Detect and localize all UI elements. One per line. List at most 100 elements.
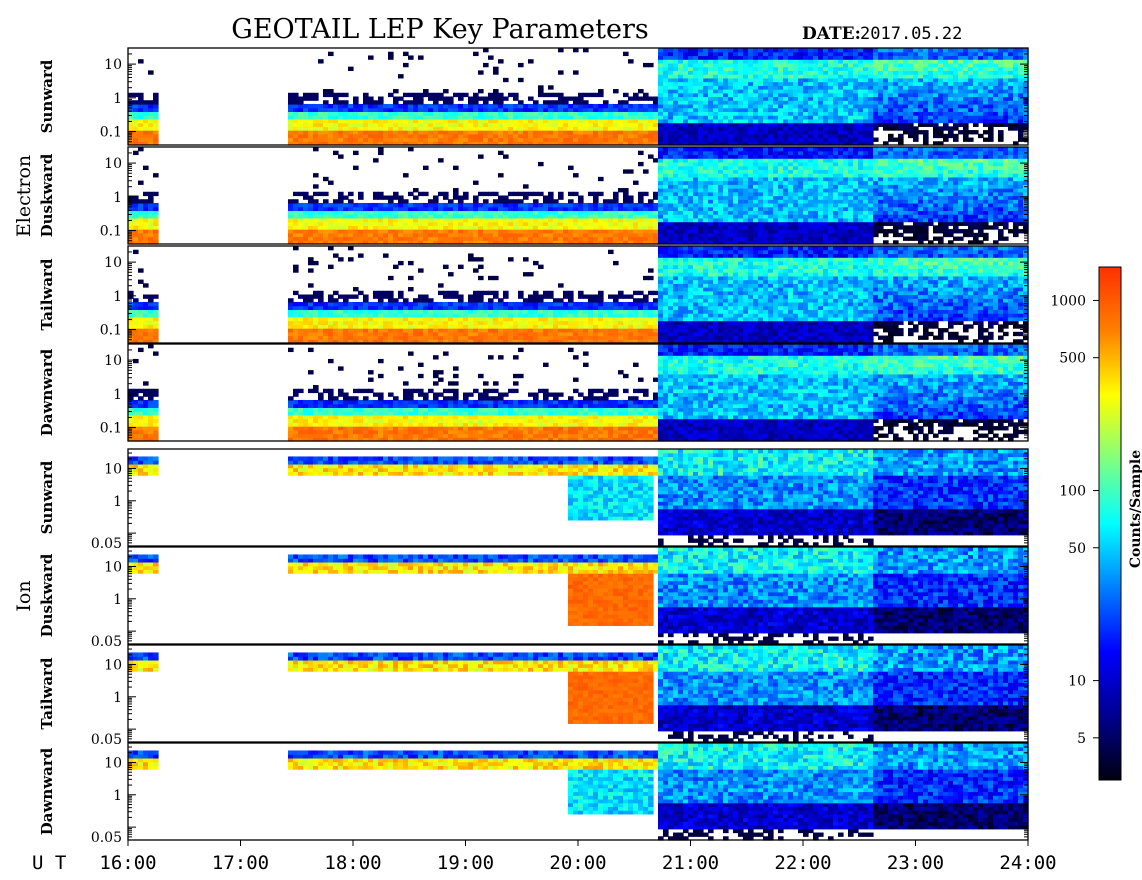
heatmap-cell <box>868 123 874 127</box>
heatmap-cell <box>333 237 339 241</box>
heatmap-cell <box>593 196 599 200</box>
heatmap-cell <box>988 134 994 138</box>
heatmap-cell <box>688 229 694 233</box>
heatmap-cell <box>503 126 509 130</box>
heatmap-cell <box>768 78 774 82</box>
heatmap-cell <box>813 126 819 130</box>
heatmap-cell <box>928 82 934 86</box>
heatmap-cell <box>733 89 739 93</box>
heatmap-cell <box>923 78 929 82</box>
heatmap-cell <box>903 130 909 134</box>
heatmap-cell <box>723 78 729 82</box>
heatmap-cell <box>628 237 634 241</box>
heatmap-cell <box>338 225 344 229</box>
heatmap-cell <box>763 104 769 108</box>
heatmap-cell <box>148 70 154 74</box>
heatmap-cell <box>683 78 689 82</box>
heatmap-cell <box>773 74 779 78</box>
heatmap-cell <box>708 188 714 192</box>
heatmap-cell <box>483 222 489 226</box>
heatmap-cell <box>478 214 484 218</box>
heatmap-cell <box>918 123 924 127</box>
heatmap-cell <box>748 130 754 134</box>
heatmap-cell <box>818 130 824 134</box>
heatmap-cell <box>538 192 544 196</box>
heatmap-cell <box>673 196 679 200</box>
heatmap-cell <box>748 166 754 170</box>
heatmap-cell <box>653 158 659 162</box>
heatmap-cell <box>363 111 369 115</box>
heatmap-cell <box>333 214 339 218</box>
heatmap-cell <box>288 104 294 108</box>
heatmap-cell <box>963 55 969 59</box>
heatmap-cell <box>913 59 919 63</box>
heatmap-cell <box>848 123 854 127</box>
heatmap-cell <box>663 67 669 71</box>
heatmap-cell <box>743 196 749 200</box>
heatmap-cell <box>978 134 984 138</box>
heatmap-cell <box>658 207 664 211</box>
heatmap-cell <box>568 123 574 127</box>
heatmap-cell <box>298 233 304 237</box>
heatmap-cell <box>513 93 519 97</box>
heatmap-cell <box>333 100 339 104</box>
heatmap-cell <box>933 123 939 127</box>
heatmap-cell <box>653 134 659 138</box>
heatmap-cell <box>928 52 934 56</box>
heatmap-cell <box>843 59 849 63</box>
heatmap-cell <box>973 85 979 89</box>
heatmap-cell <box>928 100 934 104</box>
heatmap-cell <box>823 70 829 74</box>
heatmap-cell <box>668 214 674 218</box>
heatmap-cell <box>618 104 624 108</box>
heatmap-cell <box>768 115 774 119</box>
heatmap-cell <box>313 111 319 115</box>
heatmap-cell <box>858 130 864 134</box>
heatmap-cell <box>1013 82 1019 86</box>
heatmap-cell <box>783 67 789 71</box>
heatmap-cell <box>788 177 794 181</box>
heatmap-cell <box>498 222 504 226</box>
heatmap-cell <box>833 85 839 89</box>
heatmap-cell <box>418 115 424 119</box>
heatmap-cell <box>918 82 924 86</box>
species-label-electron: Electron <box>13 155 35 237</box>
heatmap-cell <box>738 89 744 93</box>
heatmap-cell <box>543 237 549 241</box>
heatmap-cell <box>898 74 904 78</box>
heatmap-cell <box>478 123 484 127</box>
heatmap-cell <box>963 130 969 134</box>
heatmap-cell <box>693 59 699 63</box>
heatmap-cell <box>333 222 339 226</box>
heatmap-cell <box>363 222 369 226</box>
heatmap-cell <box>348 218 354 222</box>
heatmap-cell <box>133 100 139 104</box>
heatmap-cell <box>763 97 769 101</box>
heatmap-cell <box>808 184 814 188</box>
heatmap-cell <box>428 218 434 222</box>
heatmap-cell <box>308 210 314 214</box>
heatmap-cell <box>653 237 659 241</box>
heatmap-cell <box>338 126 344 130</box>
heatmap-cell <box>958 85 964 89</box>
heatmap-cell <box>778 214 784 218</box>
heatmap-cell <box>698 214 704 218</box>
heatmap-cell <box>838 134 844 138</box>
heatmap-cell <box>138 210 144 214</box>
heatmap-cell <box>438 237 444 241</box>
heatmap-cell <box>533 111 539 115</box>
heatmap-cell <box>378 233 384 237</box>
heatmap-cell <box>688 196 694 200</box>
heatmap-cell <box>138 97 144 101</box>
heatmap-cell <box>548 134 554 138</box>
heatmap-cell <box>593 115 599 119</box>
heatmap-cell <box>643 134 649 138</box>
heatmap-cell <box>483 130 489 134</box>
heatmap-cell <box>688 188 694 192</box>
heatmap-cell <box>888 97 894 101</box>
heatmap-cell <box>938 59 944 63</box>
heatmap-cell <box>963 52 969 56</box>
heatmap-cell <box>818 52 824 56</box>
heatmap-cell <box>398 207 404 211</box>
heatmap-cell <box>368 97 374 101</box>
